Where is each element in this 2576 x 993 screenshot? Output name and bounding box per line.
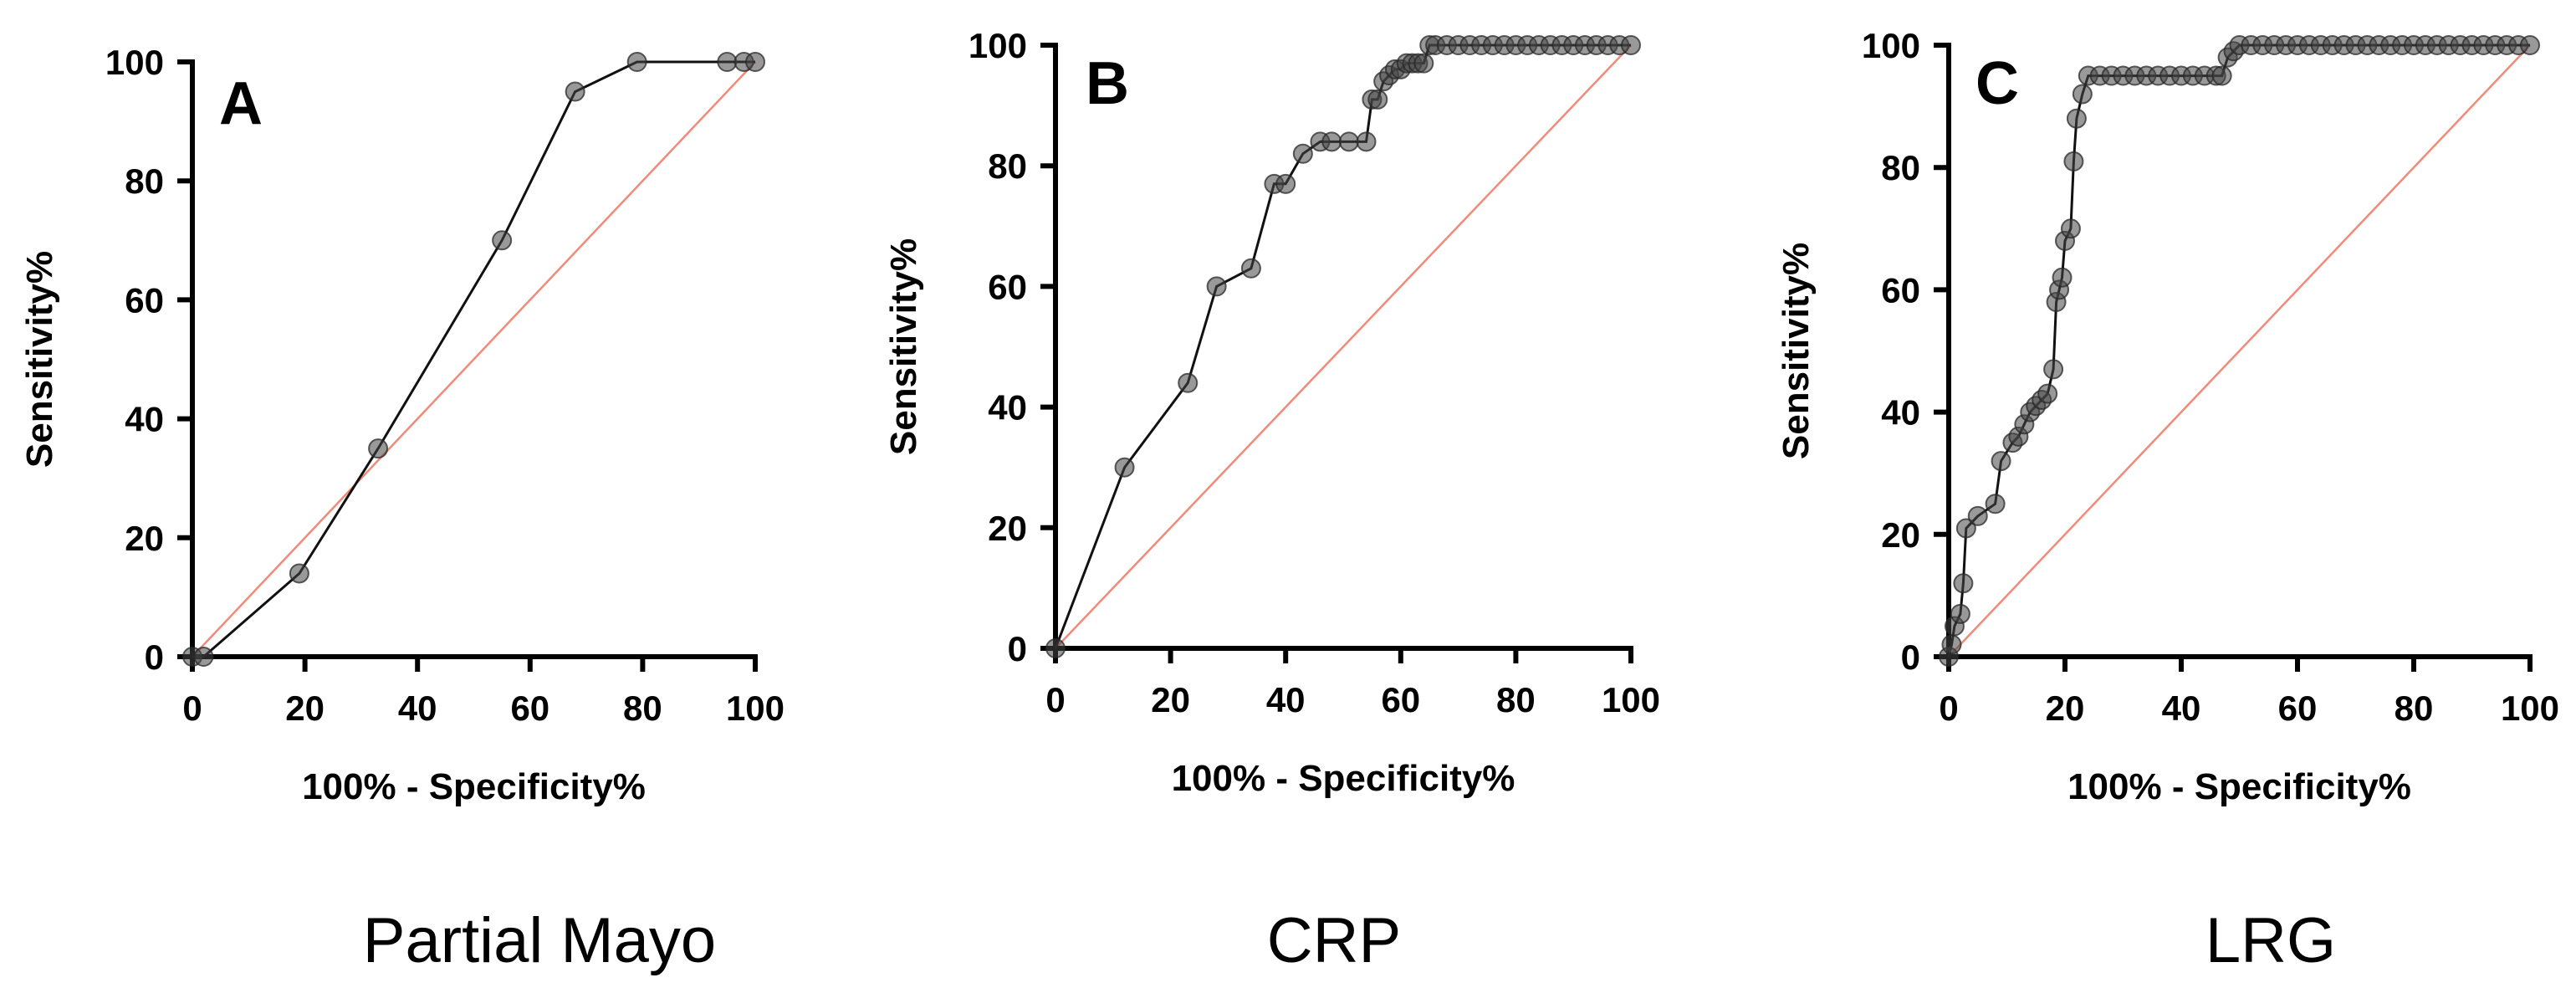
panel-letter-a: A	[219, 70, 263, 137]
roc-point-c	[2060, 218, 2081, 239]
y-tick-label-b: 80	[988, 146, 1027, 186]
x-tick-label-c: 0	[1939, 688, 1958, 728]
y-axis-title-b: Sensitivity%	[883, 238, 924, 455]
y-tick-label-a: 20	[125, 519, 164, 558]
roc-point-b	[1621, 35, 1641, 55]
roc-point-c	[2052, 267, 2073, 288]
x-tick-label-b: 0	[1045, 680, 1065, 719]
y-axis-title-a: Sensitivity%	[19, 251, 60, 468]
roc-point-c	[2520, 35, 2540, 55]
y-tick-label-a: 60	[125, 280, 164, 320]
y-tick-label-c: 80	[1881, 148, 1920, 187]
panel-c: 0 20 40 60 80 100 0 20 40 60 80 100 100% - Specifici…	[1776, 26, 2559, 976]
y-tick-label-a: 40	[125, 400, 164, 439]
roc-point-c	[1967, 505, 1988, 526]
y-tick-label-c: 60	[1881, 270, 1920, 310]
reference-line-c	[1948, 44, 2531, 658]
panel-caption-a: Partial Mayo	[363, 905, 716, 976]
roc-point-a	[745, 52, 765, 72]
x-tick-label-a: 80	[623, 688, 662, 728]
x-tick-label-c: 20	[2046, 688, 2085, 728]
roc-point-b	[1178, 372, 1199, 393]
roc-point-a	[368, 438, 389, 459]
roc-point-c	[2063, 151, 2084, 171]
roc-point-b	[1356, 131, 1377, 152]
y-tick-label-b: 100	[969, 26, 1027, 65]
roc-point-c	[2043, 359, 2064, 380]
roc-point-a	[626, 52, 647, 72]
y-tick-label-a: 80	[125, 161, 164, 201]
y-tick-label-a: 100	[105, 43, 164, 82]
x-tick-label-c: 100	[2501, 688, 2559, 728]
roc-point-b	[1413, 53, 1434, 74]
roc-point-c	[1941, 634, 1962, 655]
x-tick-label-b: 80	[1496, 680, 1536, 719]
roc-point-c	[2066, 108, 2087, 129]
x-tick-label-a: 0	[182, 688, 202, 728]
y-tick-label-b: 20	[988, 509, 1027, 548]
panel-caption-c: LRG	[2205, 905, 2336, 976]
panel-caption-b: CRP	[1267, 905, 1401, 976]
roc-point-c	[2211, 65, 2232, 86]
roc-point-a	[492, 230, 513, 251]
y-tick-label-a: 0	[145, 637, 164, 677]
roc-point-c	[1950, 603, 1970, 624]
y-tick-label-c: 20	[1881, 515, 1920, 555]
roc-point-a	[565, 81, 585, 102]
panel-a: 0 20 40 60 80 100 0 20 40 60 80 100 100% - Specifici…	[19, 43, 785, 976]
roc-point-c	[1953, 573, 1974, 594]
x-axis-title-c: 100% - Specificity%	[2067, 766, 2411, 807]
x-tick-label-a: 40	[398, 688, 437, 728]
roc-point-b	[1206, 276, 1227, 297]
roc-point-c	[2072, 84, 2093, 105]
y-tick-label-c: 40	[1881, 393, 1920, 433]
roc-point-a	[193, 647, 214, 667]
x-tick-label-c: 40	[2162, 688, 2201, 728]
y-tick-label-c: 0	[1901, 637, 1920, 677]
y-tick-label-b: 60	[988, 267, 1027, 306]
roc-point-c	[1955, 518, 1976, 539]
roc-point-a	[289, 563, 309, 584]
roc-point-b	[1367, 89, 1388, 110]
x-axis-title-a: 100% - Specificity%	[302, 766, 646, 807]
x-tick-label-b: 60	[1381, 680, 1420, 719]
roc-point-b	[1114, 457, 1135, 478]
x-tick-label-a: 100	[726, 688, 785, 728]
reference-line-b	[1055, 44, 1632, 649]
panel-letter-c: C	[1975, 50, 2019, 117]
roc-point-b	[1321, 131, 1342, 152]
roc-point-c	[1985, 494, 2006, 514]
x-tick-label-a: 60	[510, 688, 549, 728]
x-tick-label-a: 20	[285, 688, 325, 728]
x-axis-title-b: 100% - Specificity%	[1172, 758, 1515, 799]
x-tick-label-b: 100	[1602, 680, 1660, 719]
roc-point-b	[1240, 258, 1261, 279]
roc-point-b	[1292, 143, 1313, 164]
panel-letter-b: B	[1086, 50, 1129, 117]
y-tick-label-c: 100	[1862, 26, 1920, 65]
roc-point-b	[1275, 173, 1296, 194]
roc-point-b	[1045, 638, 1066, 658]
roc-point-c	[2037, 383, 2058, 404]
roc-point-b	[1338, 131, 1359, 152]
y-tick-label-b: 40	[988, 388, 1027, 427]
y-axis-title-c: Sensitivity%	[1776, 243, 1817, 459]
x-tick-label-b: 40	[1266, 680, 1306, 719]
x-tick-label-b: 20	[1151, 680, 1190, 719]
panel-b: 0 20 40 60 80 100 0 20 40 60 80 100 100% - Specifici…	[883, 26, 1660, 976]
reference-line-a	[192, 61, 756, 658]
y-tick-label-b: 0	[1008, 629, 1027, 668]
roc-point-c	[1991, 451, 2011, 472]
roc-point-a	[717, 52, 738, 72]
x-tick-label-c: 80	[2395, 688, 2434, 728]
x-tick-label-c: 60	[2278, 688, 2318, 728]
